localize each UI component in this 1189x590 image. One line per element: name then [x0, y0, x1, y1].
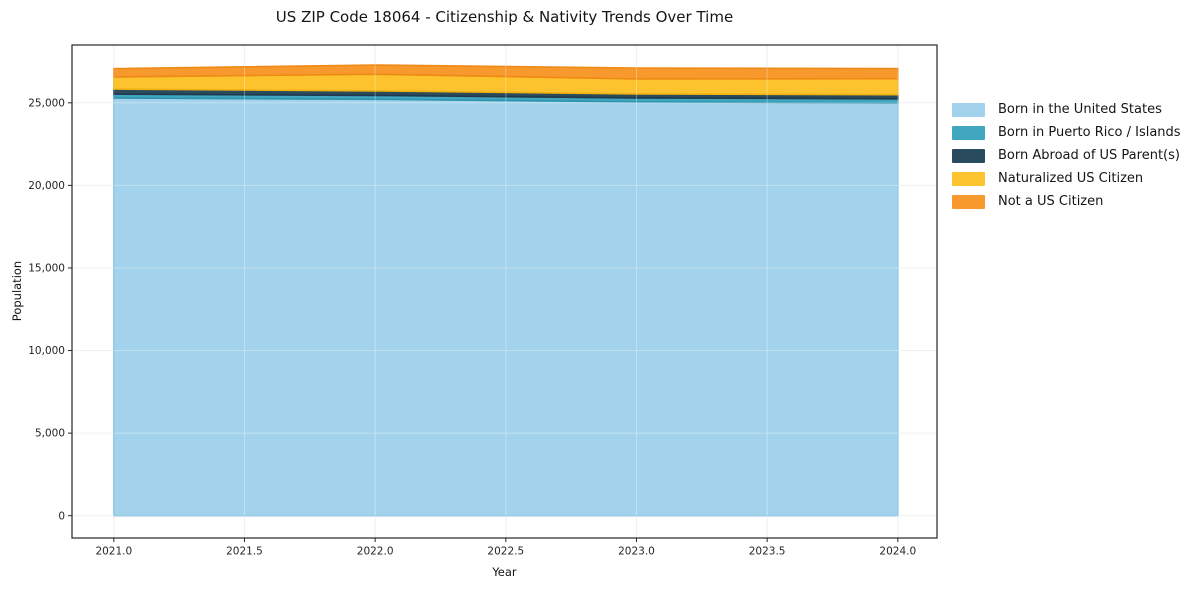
legend-swatch	[952, 126, 985, 140]
y-tick-label: 0	[58, 510, 65, 522]
chart-title: US ZIP Code 18064 - Citizenship & Nativi…	[275, 8, 734, 26]
legend: Born in the United States Born in Puerto …	[952, 103, 1181, 218]
plot-border	[71, 44, 938, 539]
y-tick-label: 10,000	[28, 345, 65, 357]
legend-label: Naturalized US Citizen	[998, 171, 1144, 186]
x-tick-label: 2023.0	[618, 546, 655, 558]
legend-item-born-in-puerto-rico-islands: Born in Puerto Rico / Islands	[952, 126, 1181, 140]
x-tick-label: 2023.5	[749, 546, 786, 558]
legend-item-not-a-us-citizen: Not a US Citizen	[952, 195, 1181, 209]
legend-label: Born in the United States	[998, 102, 1162, 117]
legend-swatch	[952, 103, 985, 117]
y-tick-label: 15,000	[28, 263, 65, 275]
area-not-a-us-citizen	[113, 64, 899, 80]
legend-swatch	[952, 172, 985, 186]
y-axis-label: Population	[10, 260, 24, 322]
legend-swatch	[952, 149, 985, 163]
y-tick-label: 25,000	[28, 97, 65, 109]
legend-item-naturalized-us-citizen: Naturalized US Citizen	[952, 172, 1181, 186]
x-tick-label: 2022.0	[357, 546, 394, 558]
x-tick-label: 2022.5	[487, 546, 524, 558]
y-tick-label: 5,000	[35, 428, 65, 440]
y-tick-label: 20,000	[28, 180, 65, 192]
legend-label: Not a US Citizen	[998, 194, 1104, 209]
legend-swatch	[952, 195, 985, 209]
x-axis-label: Year	[492, 565, 517, 579]
legend-label: Born in Puerto Rico / Islands	[998, 125, 1181, 140]
legend-item-born-abroad-of-us-parent-s: Born Abroad of US Parent(s)	[952, 149, 1181, 163]
x-tick-label: 2021.5	[226, 546, 263, 558]
legend-item-born-in-the-united-states: Born in the United States	[952, 103, 1181, 117]
legend-label: Born Abroad of US Parent(s)	[998, 148, 1180, 163]
x-tick-label: 2021.0	[95, 546, 132, 558]
x-tick-label: 2024.0	[879, 546, 916, 558]
